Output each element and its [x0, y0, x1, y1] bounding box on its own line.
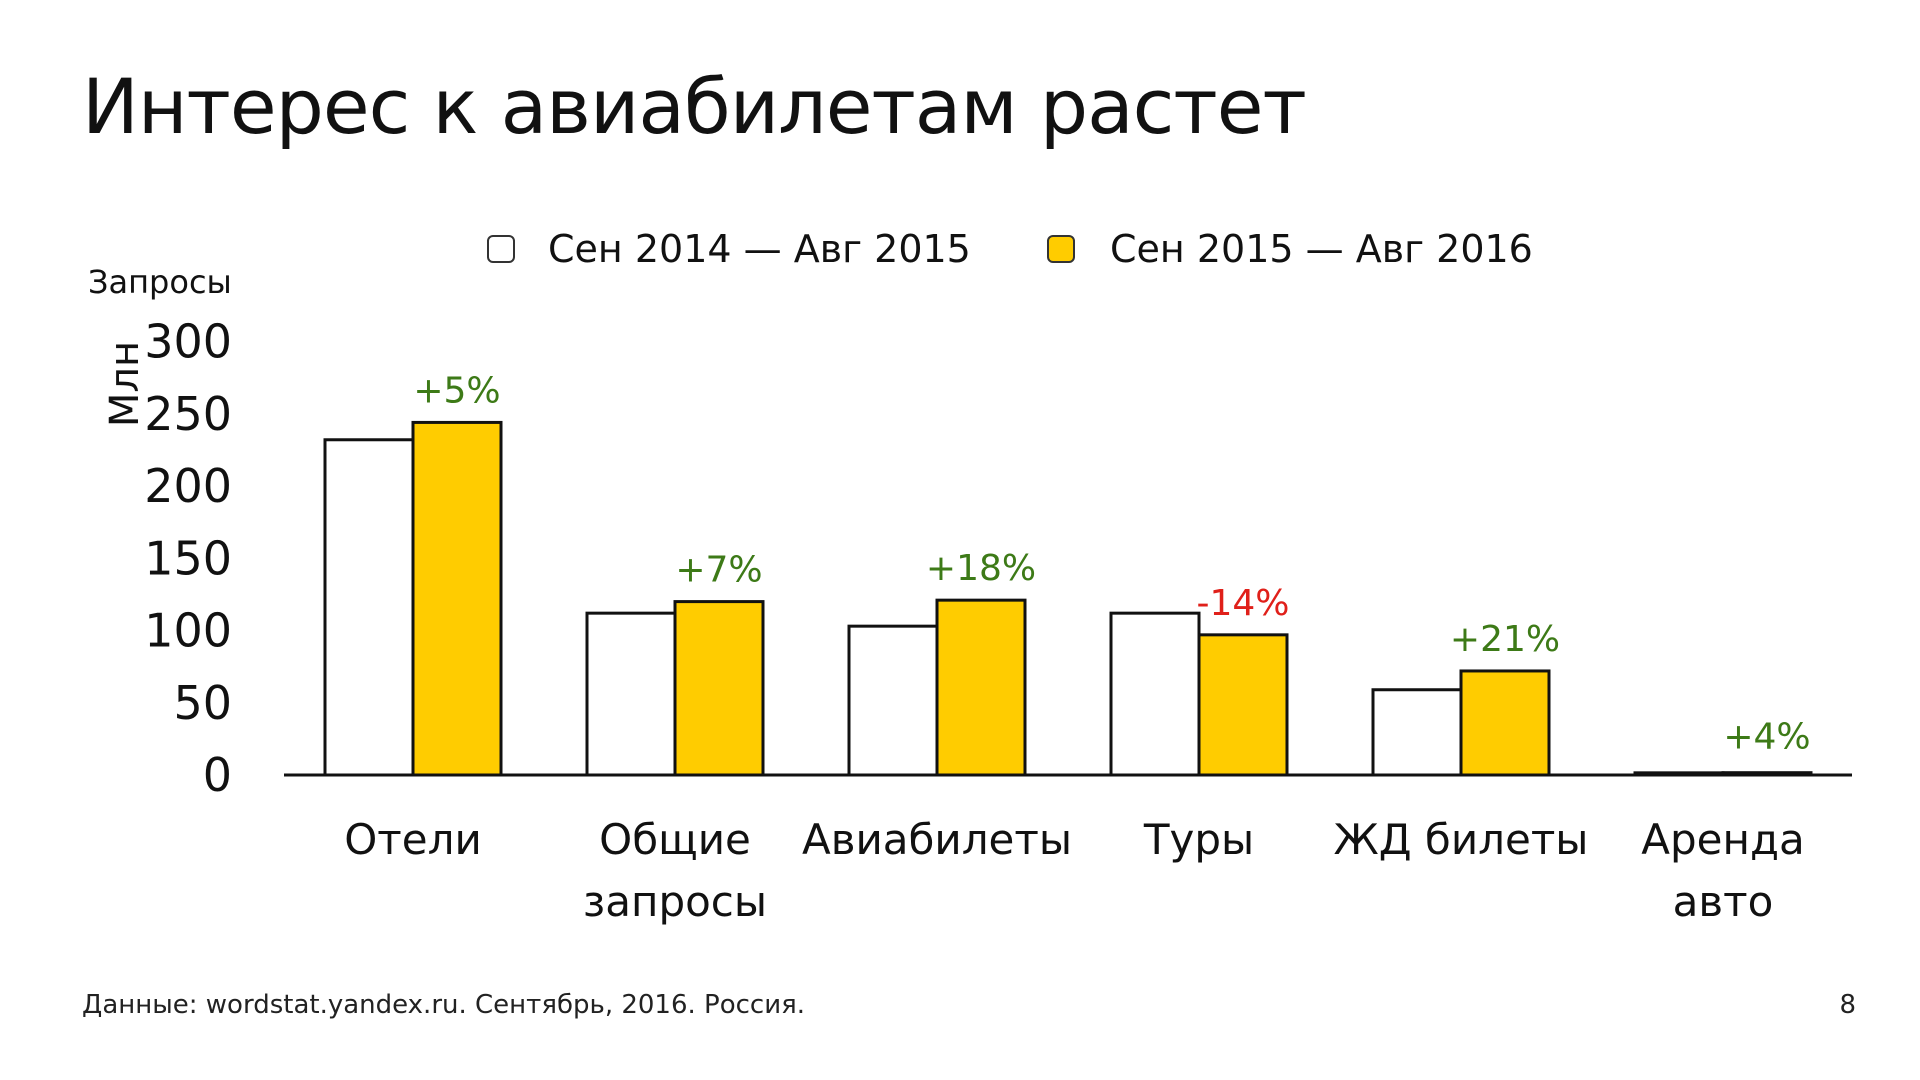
bar-series1-3: [847, 624, 939, 777]
page-number: 8: [1839, 990, 1856, 1020]
x-category-label-3: Авиабилеты: [802, 815, 1072, 864]
bar-series1-5: [1371, 688, 1463, 777]
x-category-label-6: Аренда: [1641, 815, 1804, 864]
bar-series2-3: [935, 598, 1027, 777]
slide-title: Интерес к авиабилетам растет: [82, 62, 1307, 151]
x-category-label-2: Общие: [599, 815, 751, 864]
y-axis-title: Запросы: [88, 263, 232, 301]
bar-series1-4: [1109, 611, 1201, 777]
y-tick-label: 150: [144, 531, 232, 585]
y-tick-label: 100: [144, 604, 232, 658]
data-source-note: Данные: wordstat.yandex.ru. Сентябрь, 20…: [82, 990, 806, 1020]
y-tick-label: 50: [173, 676, 232, 730]
y-tick-label: 300: [144, 315, 232, 369]
growth-label-2: +7%: [675, 550, 762, 591]
growth-label-4: -14%: [1196, 583, 1289, 624]
growth-label-6: +4%: [1723, 717, 1810, 758]
x-category-label-5: ЖД билеты: [1334, 815, 1589, 864]
y-tick-label: 200: [144, 459, 232, 513]
legend-swatch-series1: [487, 235, 515, 263]
x-category-label-2: запросы: [583, 877, 767, 926]
y-axis-unit-label: Млн: [102, 341, 148, 427]
x-category-label-6: авто: [1673, 877, 1774, 926]
growth-label-1: +5%: [413, 370, 500, 411]
bar-series2-5: [1459, 669, 1551, 777]
x-category-label-4: Туры: [1143, 815, 1254, 864]
bar-series2-4: [1197, 633, 1289, 777]
x-category-label-1: Отели: [344, 815, 482, 864]
legend-swatch-series2: [1047, 235, 1075, 263]
bar-series2-2: [673, 600, 765, 777]
growth-label-3: +18%: [926, 548, 1036, 589]
bar-series1-1: [323, 438, 415, 777]
legend-label-series2: Сен 2015 — Авг 2016: [1110, 227, 1533, 271]
bar-series1-2: [585, 611, 677, 777]
y-tick-label: 0: [203, 748, 232, 802]
growth-label-5: +21%: [1450, 619, 1560, 660]
y-tick-label: 250: [144, 387, 232, 441]
bar-series2-1: [411, 420, 503, 777]
legend-label-series1: Сен 2014 — Авг 2015: [548, 227, 971, 271]
